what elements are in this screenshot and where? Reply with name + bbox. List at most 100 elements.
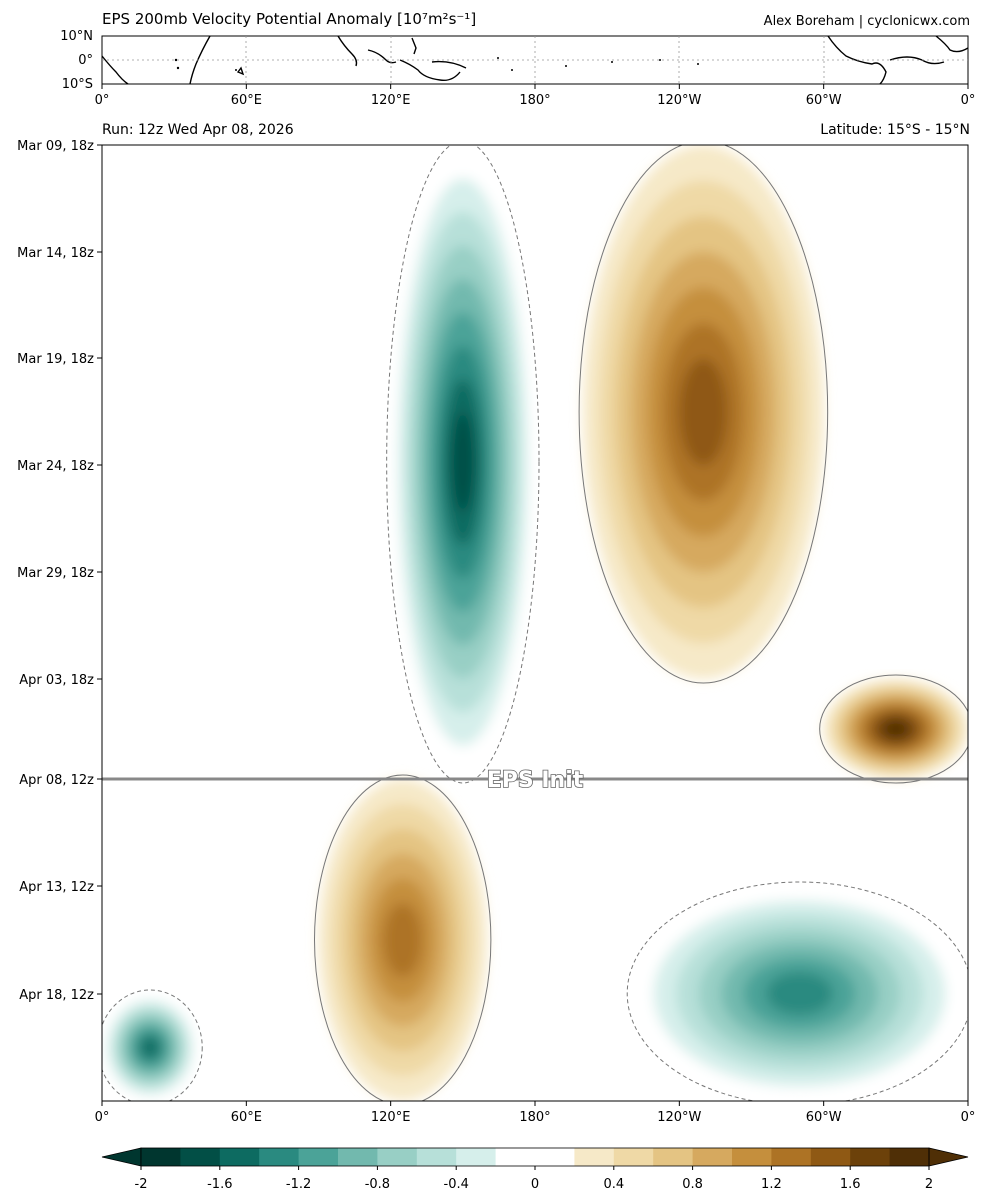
- colorbar-tick-label: 0: [531, 1177, 539, 1192]
- colorbar-swatch: [810, 1148, 851, 1166]
- colorbar-swatch: [141, 1148, 181, 1166]
- colorbar-tick-label: -1.2: [286, 1177, 311, 1192]
- xtick-label: 60°E: [231, 1110, 262, 1125]
- colorbar-swatch: [889, 1148, 930, 1166]
- map-xtick-label: 0°: [961, 93, 976, 108]
- latitude-label: Latitude: 15°S - 15°N: [820, 122, 970, 138]
- contour-level: [451, 411, 475, 513]
- ytick-label: Mar 09, 18z: [17, 139, 94, 154]
- eps-init-label: EPS Init: [487, 768, 584, 793]
- xtick-label: 180°: [519, 1110, 550, 1125]
- contour-outline: [819, 674, 968, 784]
- central-america: [827, 35, 887, 85]
- colorbar: -2 -1.6 -1.2 -0.8 -0.4 0 0.4 0.8 1.2 1.6 2: [101, 1147, 969, 1192]
- colorbar-swatch: [416, 1148, 457, 1166]
- contour-outline: [314, 774, 492, 1101]
- new-guinea: [431, 60, 467, 69]
- contour-field: [102, 145, 968, 1101]
- colorbar-tick-label: 2: [925, 1177, 933, 1192]
- contour-level: [679, 358, 728, 466]
- feature-forecast-convection-0-40E: [102, 994, 199, 1101]
- colorbar-swatch: [338, 1148, 378, 1166]
- contour-outline: [626, 881, 968, 1101]
- colorbar-swatch: [180, 1148, 221, 1166]
- colorbar-swatch: [692, 1148, 733, 1166]
- colorbar-swatch: [456, 1148, 497, 1166]
- map-ytick-10n: 10°N: [60, 29, 93, 44]
- contour-outline: [102, 989, 203, 1101]
- colorbar-swatch: [219, 1148, 260, 1166]
- xtick-label: 0°: [961, 1110, 976, 1125]
- xtick-label: 120°W: [657, 1110, 701, 1125]
- contour-level: [884, 721, 908, 737]
- ytick-label: Mar 19, 18z: [17, 352, 94, 367]
- colorbar-swatch: [771, 1148, 812, 1166]
- feature-convection-120E-180: [390, 145, 535, 779]
- colorbar-max-arrow: [928, 1147, 969, 1167]
- colorbar-swatch: [535, 1148, 575, 1166]
- xtick-label: 0°: [95, 1110, 110, 1125]
- contour-level: [765, 972, 834, 1015]
- africa-west-right: [935, 35, 969, 53]
- map-gridlines: [102, 36, 968, 84]
- author-credit: Alex Boreham | cyclonicwx.com: [763, 14, 970, 29]
- ytick-label: Apr 08, 12z: [19, 773, 94, 788]
- maritime-continent-c: [399, 59, 461, 82]
- africa-east-coast: [189, 35, 211, 85]
- contour-level: [141, 1038, 159, 1057]
- colorbar-swatch: [574, 1148, 615, 1166]
- map-xtick-label: 0°: [95, 93, 110, 108]
- contour-level: [383, 902, 423, 978]
- philippines: [411, 37, 417, 55]
- map-ytick-10s: 10°S: [62, 77, 93, 92]
- ytick-label: Apr 13, 12z: [19, 880, 94, 895]
- maritime-continent-a: [337, 35, 358, 67]
- ytick-label: Mar 29, 18z: [17, 566, 94, 581]
- ytick-label: Mar 24, 18z: [17, 459, 94, 474]
- colorbar-swatch: [298, 1148, 339, 1166]
- colorbar-swatch: [850, 1148, 891, 1166]
- map-xtick-label: 60°W: [806, 93, 842, 108]
- colorbar-tick-label: 1.2: [761, 1177, 782, 1192]
- map-xtick-label: 60°E: [231, 93, 262, 108]
- map-xtick-label: 180°: [519, 93, 550, 108]
- colorbar-tick-label: 1.6: [840, 1177, 861, 1192]
- xtick-label: 120°E: [371, 1110, 411, 1125]
- map-xtick-label: 120°E: [371, 93, 411, 108]
- colorbar-swatch: [732, 1148, 772, 1166]
- colorbar-tick-label: -0.8: [365, 1177, 390, 1192]
- colorbar-tick-label: 0.8: [682, 1177, 703, 1192]
- colorbar-tick-label: -0.4: [444, 1177, 469, 1192]
- colorbar-min-arrow: [101, 1147, 142, 1167]
- island-dots: [174, 57, 699, 71]
- ytick-label: Apr 03, 18z: [19, 673, 94, 688]
- colorbar-swatch: [377, 1148, 418, 1166]
- hovmoller-panel: EPS Init Mar 09, 18z Mar 14, 18z Mar 19, 1…: [17, 139, 975, 1125]
- world-map-strip: 10°N 0° 10°S 0° 60°E 120°E 180° 120°W 60°W 0°: [60, 29, 975, 108]
- map-ytick-eq: 0°: [78, 53, 93, 68]
- colorbar-tick-label: -2: [135, 1177, 148, 1192]
- colorbar-tick-label: -1.6: [207, 1177, 232, 1192]
- colorbar-tick-label: 0.4: [603, 1177, 624, 1192]
- run-label: Run: 12z Wed Apr 08, 2026: [102, 122, 294, 138]
- contour-outline: [578, 145, 829, 684]
- map-xtick-label: 120°W: [657, 93, 701, 108]
- zero-contours: [102, 145, 968, 1101]
- feature-forecast-suppression-90E-160E: [318, 779, 487, 1101]
- feature-suppression-140W-60W: [583, 145, 824, 679]
- feature-forecast-convection-120W-0: [631, 886, 968, 1101]
- colorbar-swatch: [653, 1148, 694, 1166]
- colorbar-swatch: [259, 1148, 300, 1166]
- xtick-label: 60°W: [806, 1110, 842, 1125]
- ytick-label: Mar 14, 18z: [17, 246, 94, 261]
- chart-title: EPS 200mb Velocity Potential Anomaly [10…: [102, 10, 477, 28]
- ytick-label: Apr 18, 12z: [19, 988, 94, 1003]
- madagascar: [236, 66, 245, 76]
- contour-outline: [386, 145, 540, 784]
- colorbar-swatch: [495, 1148, 536, 1166]
- maritime-continent-b: [367, 49, 397, 64]
- coastlines: [101, 35, 969, 85]
- feature-suppression-60W-0: [823, 679, 968, 779]
- colorbar-swatch: [613, 1148, 654, 1166]
